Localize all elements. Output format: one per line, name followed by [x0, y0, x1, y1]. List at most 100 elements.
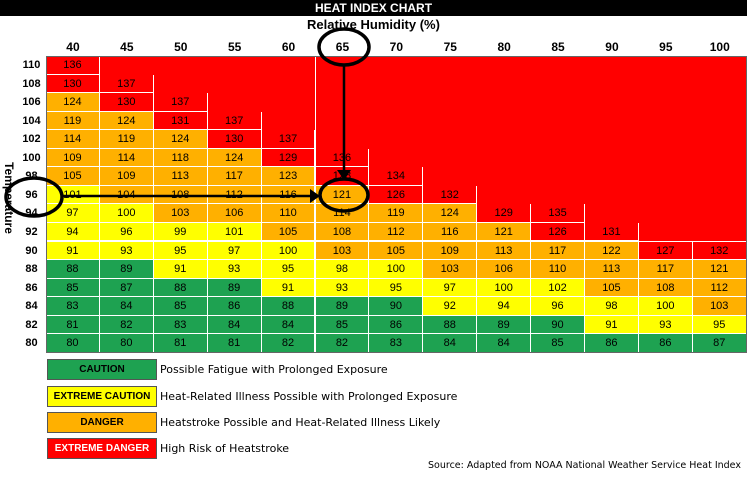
heat-index-cell-92-60: 105: [261, 222, 316, 242]
heat-index-cell-84-50: 85: [153, 297, 208, 316]
heat-index-cell-98-50: 113: [153, 167, 208, 186]
heat-index-cell-100-40: 109: [46, 148, 100, 168]
temperature-row-label-96: 96: [25, 188, 38, 201]
heat-index-cell-96-60: 116: [261, 185, 316, 205]
heat-index-cell-86-75: 97: [423, 278, 478, 298]
humidity-header-95: 95: [659, 40, 673, 54]
empty-danger-cell: [261, 93, 316, 112]
empty-danger-cell: [638, 93, 693, 112]
heat-index-cell-92-80: 121: [477, 222, 532, 242]
heat-index-cell-86-70: 95: [369, 278, 424, 298]
heat-index-cell-86-45: 87: [99, 278, 154, 298]
empty-danger-cell: [369, 56, 424, 75]
heat-index-cell-82-55: 84: [207, 315, 262, 335]
legend-extreme-caution-text: Heat-Related Illness Possible with Prolo…: [160, 390, 458, 403]
heat-index-cell-90-50: 95: [153, 241, 208, 261]
heat-index-cell-96-40: 101: [46, 185, 100, 205]
heat-index-cell-96-65: 121: [315, 185, 370, 205]
heat-index-cell-94-60: 110: [261, 204, 316, 223]
empty-danger-cell: [585, 130, 639, 149]
empty-danger-cell: [638, 185, 693, 205]
heat-index-cell-88-85: 110: [531, 260, 585, 279]
chart-title: HEAT INDEX CHART: [0, 0, 747, 16]
heat-index-cell-92-50: 99: [153, 222, 208, 242]
empty-danger-cell: [315, 130, 370, 149]
heat-index-cell-90-65: 103: [315, 241, 370, 261]
y-axis-label: Temperature (°F): [2, 162, 16, 234]
heat-index-cell-90-75: 109: [423, 241, 478, 261]
temperature-row-label-86: 86: [25, 281, 38, 294]
heat-index-cell-98-60: 123: [261, 167, 316, 186]
empty-danger-cell: [369, 148, 424, 168]
heat-index-cell-80-65: 82: [315, 334, 370, 353]
empty-danger-cell: [261, 56, 316, 75]
temperature-row-label-90: 90: [25, 244, 38, 257]
empty-danger-cell: [585, 74, 639, 94]
temperature-row-label-108: 108: [22, 77, 41, 90]
empty-danger-cell: [423, 74, 478, 94]
empty-danger-cell: [692, 185, 747, 205]
humidity-header-100: 100: [709, 40, 730, 54]
empty-danger-cell: [207, 74, 262, 94]
heat-index-cell-100-50: 118: [153, 148, 208, 168]
heat-index-cell-80-60: 82: [261, 334, 316, 353]
empty-danger-cell: [153, 56, 208, 75]
heat-index-cell-82-75: 88: [423, 315, 478, 335]
empty-danger-cell: [585, 185, 639, 205]
empty-danger-cell: [315, 56, 370, 75]
temperature-row-label-110: 110: [22, 59, 41, 71]
heat-index-cell-84-95: 100: [638, 297, 693, 316]
heat-index-cell-94-65: 114: [315, 204, 370, 223]
empty-danger-cell: [531, 74, 585, 94]
heat-index-cell-82-50: 83: [153, 315, 208, 335]
heat-index-cell-106-45: 130: [99, 93, 154, 112]
heat-index-cell-82-60: 84: [261, 315, 316, 335]
heat-index-cell-80-85: 85: [531, 334, 585, 353]
heat-index-cell-88-100: 121: [692, 260, 747, 279]
temperature-row-label-102: 102: [22, 133, 41, 146]
heat-index-cell-92-90: 131: [585, 222, 639, 242]
empty-danger-cell: [261, 111, 316, 131]
legend-extreme-danger-swatch: EXTREME DANGER: [47, 438, 157, 459]
heat-index-cell-96-70: 126: [369, 185, 424, 205]
heat-index-cell-98-65: 128: [315, 167, 370, 186]
heat-index-cell-82-70: 86: [369, 315, 424, 335]
heat-index-cell-80-75: 84: [423, 334, 478, 353]
empty-danger-cell: [369, 130, 424, 149]
heat-index-cell-86-80: 100: [477, 278, 532, 298]
temperature-row-label-82: 82: [25, 318, 38, 331]
empty-danger-cell: [692, 56, 747, 75]
heat-index-cell-84-70: 90: [369, 297, 424, 316]
empty-danger-cell: [585, 93, 639, 112]
humidity-header-50: 50: [174, 40, 188, 54]
heat-index-cell-90-70: 105: [369, 241, 424, 261]
temperature-row-label-88: 88: [25, 263, 38, 276]
empty-danger-cell: [315, 74, 370, 94]
heat-index-cell-94-75: 124: [423, 204, 478, 223]
empty-danger-cell: [531, 130, 585, 149]
empty-danger-cell: [423, 56, 478, 75]
empty-danger-cell: [585, 167, 639, 186]
heat-index-cell-94-50: 103: [153, 204, 208, 223]
heat-index-cell-90-60: 100: [261, 241, 316, 261]
heat-index-cell-98-40: 105: [46, 167, 100, 186]
temperature-row-label-106: 106: [22, 96, 41, 109]
empty-danger-cell: [315, 93, 370, 112]
heat-index-cell-82-95: 93: [638, 315, 693, 335]
heat-index-cell-94-80: 129: [477, 204, 532, 223]
heat-index-cell-84-75: 92: [423, 297, 478, 316]
heat-index-cell-94-55: 106: [207, 204, 262, 223]
legend-caution-text: Possible Fatigue with Prolonged Exposure: [160, 363, 388, 376]
legend-extreme-danger-text: High Risk of Heatstroke: [160, 442, 290, 455]
heat-index-cell-80-50: 81: [153, 334, 208, 353]
heat-index-cell-84-60: 88: [261, 297, 316, 316]
empty-danger-cell: [638, 111, 693, 131]
humidity-header-85: 85: [551, 40, 565, 54]
heat-index-cell-108-40: 130: [46, 74, 100, 94]
heat-index-cell-86-95: 108: [638, 278, 693, 298]
heat-index-cell-88-50: 91: [153, 260, 208, 279]
heat-index-cell-86-65: 93: [315, 278, 370, 298]
empty-danger-cell: [638, 167, 693, 186]
humidity-header-75: 75: [443, 40, 457, 54]
heat-index-cell-100-60: 129: [261, 148, 316, 168]
